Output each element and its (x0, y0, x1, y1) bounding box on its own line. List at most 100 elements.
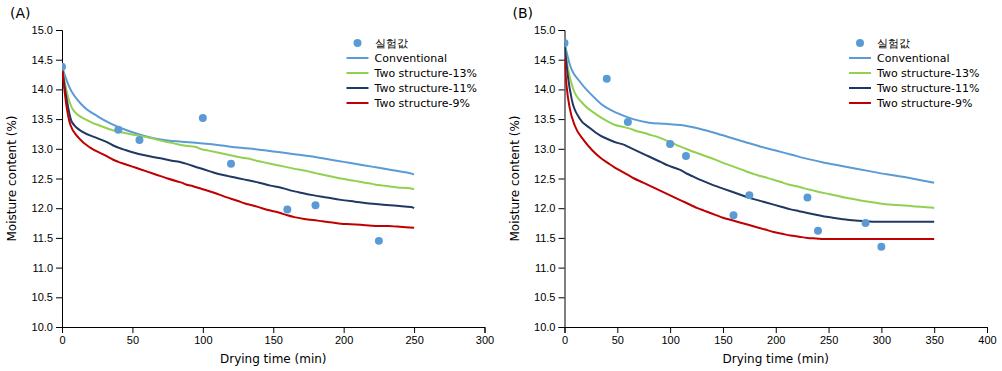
tick-mark (559, 149, 565, 150)
scatter-point (603, 75, 611, 83)
legend-item: 실험값 (856, 37, 910, 50)
tick: 12.5 (32, 173, 62, 185)
tick-label: 11.5 (32, 232, 53, 244)
tick-mark (559, 208, 565, 209)
tick-label: 10.5 (534, 291, 555, 303)
tick-mark (56, 327, 62, 328)
tick-label: 14.5 (32, 54, 53, 66)
tick: 200 (767, 327, 785, 346)
tick-mark (987, 327, 988, 333)
scatter-point (114, 126, 122, 134)
tick: 13.5 (534, 113, 564, 125)
tick-label: 250 (820, 334, 838, 346)
legend-swatch (347, 72, 369, 74)
scatter-point (682, 152, 690, 160)
tick-mark (344, 327, 345, 333)
tick-label: 250 (405, 334, 423, 346)
tick-label: 350 (926, 334, 944, 346)
legend: 실험값 Conventional Two structure-13% Two stru… (849, 37, 979, 110)
legend-swatch (354, 39, 362, 47)
tick-label: 12.5 (534, 173, 555, 185)
tick: 400 (978, 327, 996, 346)
tick-label: 150 (265, 334, 283, 346)
tick: 200 (335, 327, 353, 346)
y-axis-title: Moisture content (%) (508, 116, 522, 242)
tick-mark (559, 268, 565, 269)
tick-label: 0 (59, 334, 65, 346)
legend-label: Two structure-11% (374, 82, 477, 95)
legend-swatch (849, 72, 871, 74)
tick-mark (56, 179, 62, 180)
tick-label: 15.0 (32, 24, 53, 36)
scatter-point (312, 201, 320, 209)
tick: 50 (612, 327, 624, 346)
legend-swatch (347, 57, 369, 59)
series-line (62, 67, 414, 175)
tick-label: 12.5 (32, 173, 53, 185)
legend-item: Two structure-9% (849, 97, 972, 110)
tick-label: 12.0 (32, 202, 53, 214)
tick-label: 13.0 (32, 143, 53, 155)
tick-label: 100 (194, 334, 212, 346)
x-axis: 050100150200250300350400 (562, 327, 997, 346)
legend-item: Two structure-13% (849, 67, 979, 80)
tick: 50 (127, 327, 139, 346)
tick-mark (559, 119, 565, 120)
axis-line (63, 328, 486, 334)
tick: 12.5 (534, 173, 564, 185)
series-line (62, 67, 414, 189)
tick-label: 200 (767, 334, 785, 346)
tick: 11.0 (32, 262, 62, 274)
tick: 350 (926, 327, 944, 346)
tick-mark (56, 89, 62, 90)
legend-label: Conventional (877, 52, 950, 65)
scatter-point (135, 136, 143, 144)
tick-label: 10.5 (32, 291, 53, 303)
tick-label: 150 (714, 334, 732, 346)
scatter-point (565, 39, 569, 47)
tick-label: 15.0 (534, 24, 555, 36)
tick: 100 (661, 327, 679, 346)
tick-mark (56, 297, 62, 298)
series-line (62, 67, 414, 228)
tick-label: 300 (476, 334, 494, 346)
tick-label: 13.5 (32, 113, 53, 125)
scatter-point (666, 140, 674, 148)
tick: 250 (405, 327, 423, 346)
tick-label: 50 (127, 334, 139, 346)
legend-swatch (849, 87, 871, 89)
legend-label: 실험값 (375, 37, 408, 50)
tick-label: 13.5 (534, 113, 555, 125)
scatter-series (62, 63, 383, 245)
scatter-point (877, 243, 885, 251)
tick-label: 11.0 (32, 262, 53, 274)
tick-mark (670, 327, 671, 333)
legend-item: Conventional (347, 52, 448, 65)
tick: 13.0 (32, 143, 62, 155)
tick-mark (559, 297, 565, 298)
tick-mark (776, 327, 777, 333)
tick: 0 (562, 327, 568, 346)
tick-label: 10.0 (534, 321, 555, 333)
axis-line (56, 31, 63, 328)
tick-mark (829, 327, 830, 333)
scatter-point (62, 63, 66, 71)
scatter-point (375, 237, 383, 245)
legend-label: Two structure-11% (876, 82, 979, 95)
tick-label: 11.0 (535, 262, 556, 274)
scatter-point (199, 114, 207, 122)
axis-line (559, 31, 566, 328)
tick: 10.5 (32, 291, 62, 303)
tick-mark (56, 30, 62, 31)
tick-mark (56, 238, 62, 239)
tick-label: 200 (335, 334, 353, 346)
tick: 150 (714, 327, 732, 346)
tick: 14.0 (534, 83, 564, 95)
legend-swatch (347, 87, 369, 89)
tick-mark (881, 327, 882, 333)
tick-mark (485, 327, 486, 333)
tick-mark (559, 30, 565, 31)
x-axis-title: Drying time (min) (722, 352, 829, 366)
tick-label: 14.5 (534, 54, 555, 66)
tick: 10.0 (534, 321, 564, 333)
